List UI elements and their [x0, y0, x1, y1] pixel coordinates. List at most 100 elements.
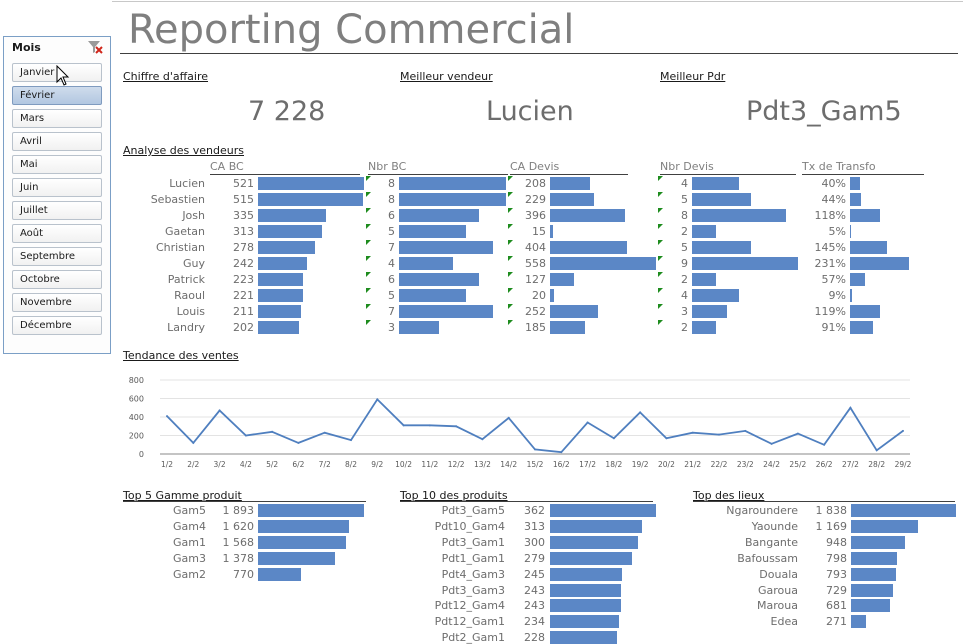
trend-point	[823, 444, 825, 446]
trend-point	[324, 432, 326, 434]
trend-point	[876, 449, 878, 451]
tx-transfo-value: 40%	[800, 177, 846, 190]
tx-transfo-value: 91%	[800, 321, 846, 334]
ca-devis-bar	[550, 257, 656, 270]
nbr-devis-value: 9	[672, 257, 688, 270]
trend-point	[587, 422, 589, 424]
trend-point	[429, 424, 431, 426]
top-item-label: Maroua	[688, 599, 798, 612]
ca-bc-value: 242	[225, 257, 254, 270]
tx-transfo-bar	[850, 177, 860, 190]
trend-point	[744, 430, 746, 432]
x-tick-label: 28/2	[868, 460, 885, 469]
nbr-bc-bar	[399, 257, 453, 270]
ca-bc-value: 515	[225, 193, 254, 206]
ca-bc-bar	[258, 305, 301, 318]
tx-transfo-bar	[850, 193, 861, 206]
flag-icon	[658, 272, 663, 277]
trend-point	[718, 434, 720, 436]
flag-icon	[658, 256, 663, 261]
x-tick-label: 2/2	[187, 460, 199, 469]
top-item-bar	[851, 536, 905, 549]
ca-bc-bar	[258, 289, 303, 302]
x-tick-label: 15/2	[527, 460, 544, 469]
top-item-bar	[851, 615, 866, 628]
col-head-tx-transfo: Tx de Transfo	[802, 161, 924, 175]
ca-bc-value: 202	[225, 321, 254, 334]
flag-icon	[366, 304, 371, 309]
top-item-value: 1 568	[212, 536, 254, 549]
top-item-label: Pdt3_Gam5	[395, 504, 505, 517]
slicer-item-3[interactable]: Avril	[12, 132, 102, 151]
top-products-rule	[400, 501, 653, 502]
x-tick-label: 7/2	[319, 460, 331, 469]
nbr-devis-bar	[692, 225, 716, 238]
tx-transfo-bar	[850, 241, 887, 254]
slicer-item-9[interactable]: Octobre	[12, 270, 102, 289]
top-item-value: 1 893	[212, 504, 254, 517]
top-item-label: Gam1	[96, 536, 206, 549]
kpi-revenue-label: Chiffre d'affaire	[123, 70, 208, 83]
top-item-value: 798	[800, 552, 847, 565]
ca-bc-value: 313	[225, 225, 254, 238]
top-item-bar	[550, 520, 642, 533]
trend-point	[534, 448, 536, 450]
seller-name: Guy	[130, 257, 205, 270]
nbr-bc-value: 5	[380, 225, 395, 238]
ca-devis-bar	[550, 273, 574, 286]
top-item-value: 948	[800, 536, 847, 549]
clear-filter-icon[interactable]	[86, 38, 104, 56]
trend-point	[639, 411, 641, 413]
slicer-item-2[interactable]: Mars	[12, 109, 102, 128]
slicer-item-7[interactable]: Août	[12, 224, 102, 243]
flag-icon	[366, 208, 371, 213]
trend-point	[297, 442, 299, 444]
slicer-item-6[interactable]: Juillet	[12, 201, 102, 220]
kpi-best-product-label: Meilleur Pdr	[660, 70, 725, 83]
slicer-item-8[interactable]: Septembre	[12, 247, 102, 266]
ca-bc-bar	[258, 321, 299, 334]
y-tick-label: 600	[129, 395, 144, 404]
ca-bc-bar	[258, 177, 364, 190]
flag-icon	[366, 288, 371, 293]
slicer-item-4[interactable]: Mai	[12, 155, 102, 174]
top-item-bar	[550, 599, 621, 612]
nbr-bc-value: 7	[380, 241, 395, 254]
flag-icon	[366, 256, 371, 261]
top-item-bar	[851, 584, 893, 597]
trend-point	[560, 451, 562, 453]
ca-bc-bar	[258, 225, 322, 238]
top-item-label: Pdt2_Gam1	[395, 631, 505, 644]
top-item-value: 1 838	[800, 504, 847, 517]
trend-point	[455, 425, 457, 427]
tx-transfo-bar	[850, 209, 880, 222]
nbr-bc-bar	[399, 209, 479, 222]
nbr-bc-value: 6	[380, 209, 395, 222]
ca-bc-value: 223	[225, 273, 254, 286]
top-places-rule	[693, 501, 955, 502]
col-head-ca-devis: CA Devis	[510, 161, 628, 175]
seller-name: Landry	[130, 321, 205, 334]
top-item-label: Pdt4_Gam3	[395, 568, 505, 581]
slicer-item-11[interactable]: Décembre	[12, 316, 102, 335]
top-item-label: Gam2	[96, 568, 206, 581]
kpi-revenue-value: 7 228	[248, 97, 325, 127]
top-item-bar	[258, 552, 335, 565]
nbr-devis-value: 4	[672, 177, 688, 190]
trend-point	[350, 439, 352, 441]
x-tick-label: 27/2	[842, 460, 859, 469]
tx-transfo-value: 9%	[800, 289, 846, 302]
nbr-bc-value: 8	[380, 193, 395, 206]
slicer-item-10[interactable]: Novembre	[12, 293, 102, 312]
top-item-label: Ngaroundere	[688, 504, 798, 517]
slicer-item-5[interactable]: Juin	[12, 178, 102, 197]
nbr-devis-value: 2	[672, 273, 688, 286]
top-item-label: Pdt12_Gam4	[395, 599, 505, 612]
nbr-devis-bar	[692, 257, 798, 270]
nbr-bc-bar	[399, 193, 506, 206]
tx-transfo-value: 57%	[800, 273, 846, 286]
top-item-value: 1 620	[212, 520, 254, 533]
trend-point	[797, 433, 799, 435]
flag-icon	[658, 240, 663, 245]
nbr-bc-bar	[399, 273, 479, 286]
